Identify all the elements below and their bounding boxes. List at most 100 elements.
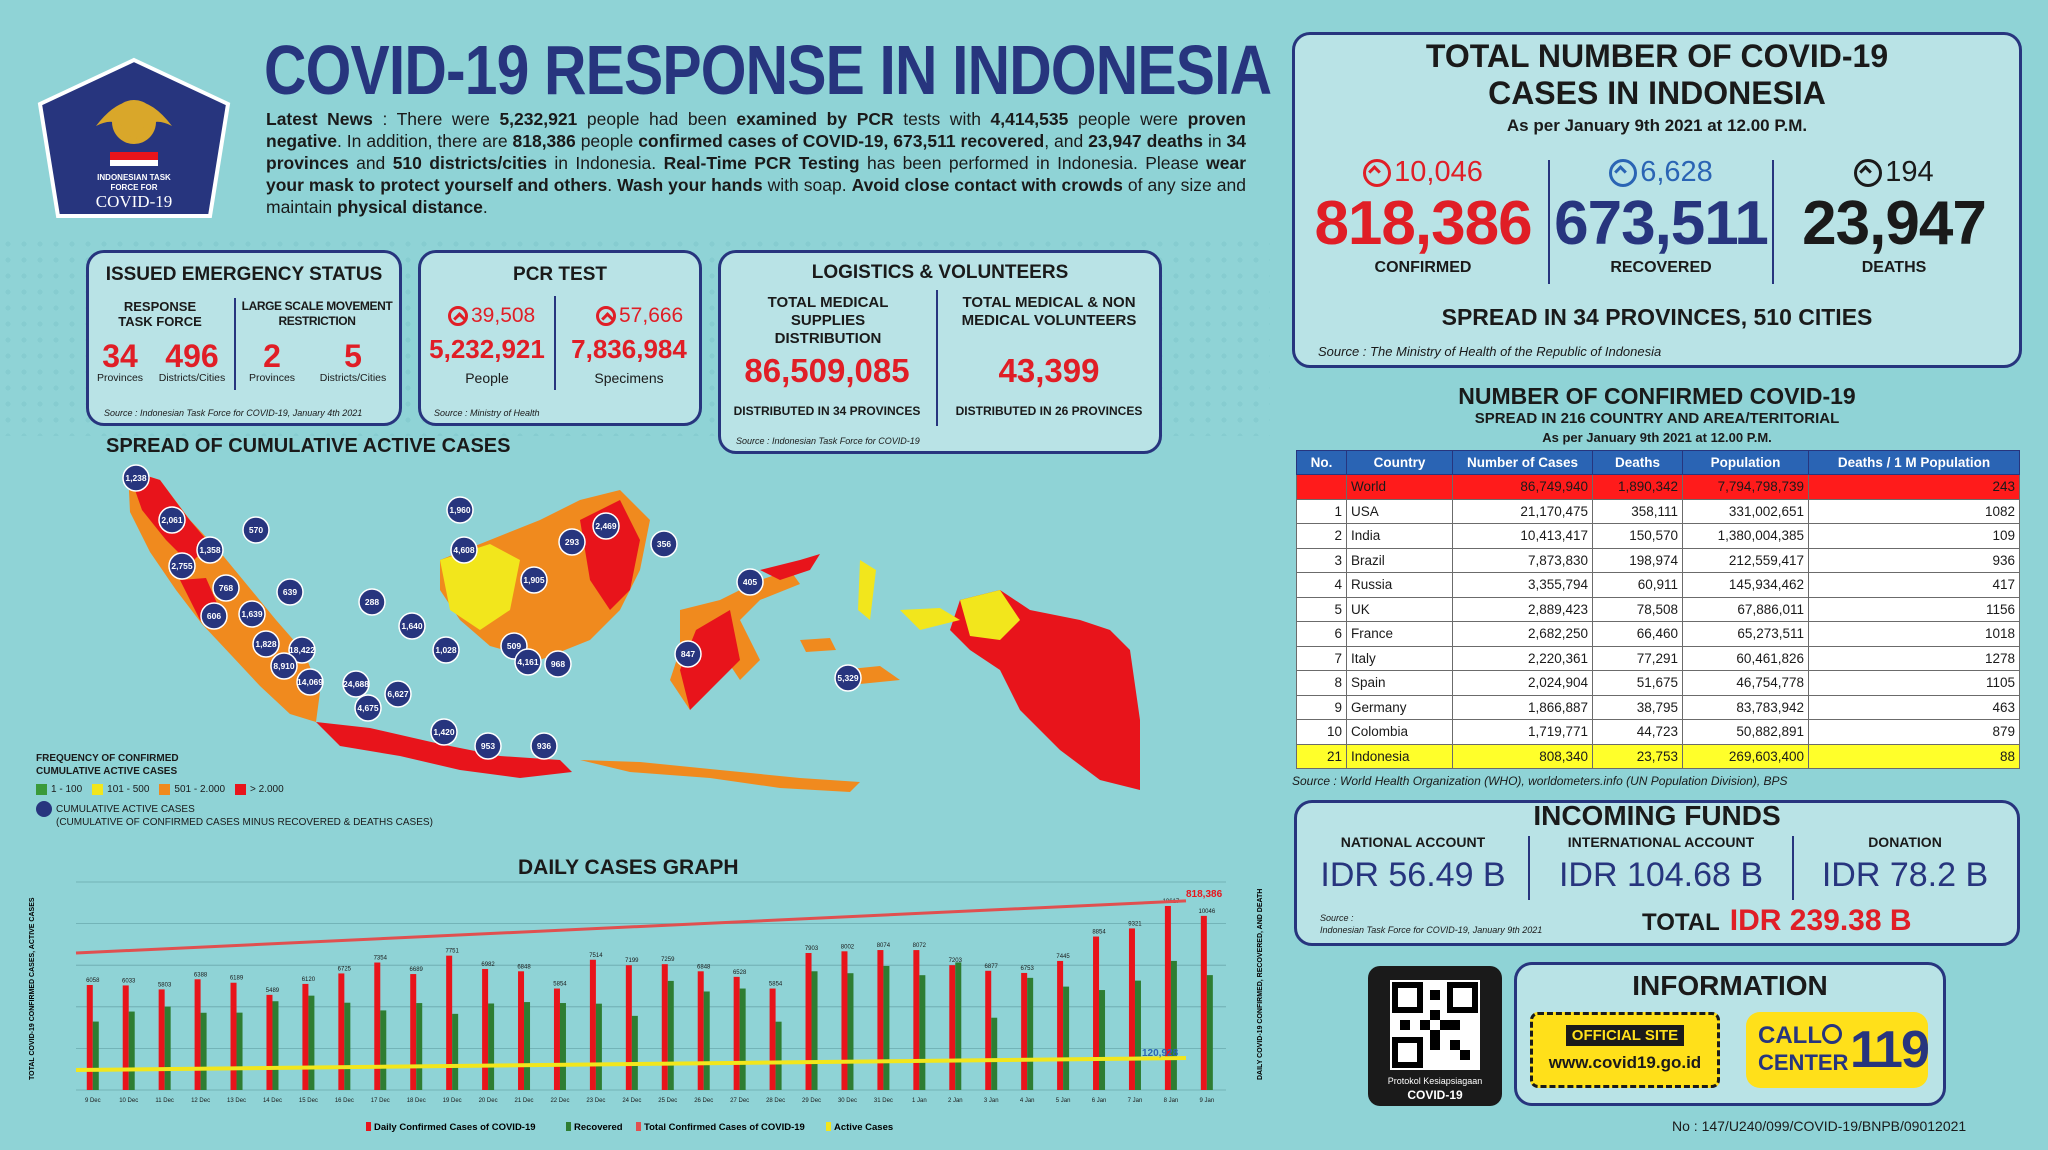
deaths-stat: 194 23,947 DEATHS	[1774, 156, 2014, 277]
qr-code-card[interactable]: Protokol Kesiapsiagaan COVID-19	[1368, 966, 1502, 1106]
confirmed-bar	[985, 970, 992, 1090]
table-cell: 1,380,004,385	[1682, 523, 1809, 549]
table-row: 6 France 2,682,250 66,460 65,273,511 1018	[1296, 621, 2020, 647]
x-tick-label: 25 Dec	[658, 1098, 677, 1104]
confirmed-bar	[1164, 905, 1171, 1090]
confirmed-bar	[877, 950, 884, 1090]
table-cell: 145,934,462	[1682, 572, 1809, 598]
case-bubble	[252, 630, 280, 658]
legend-swatch	[366, 1122, 371, 1131]
logistics-source: Source : Indonesian Task Force for COVID…	[736, 436, 920, 446]
table-cell: 5	[1296, 596, 1347, 622]
confirmed-bar	[518, 971, 525, 1090]
legend-label: Active Cases	[834, 1122, 893, 1133]
news-text: with soap.	[762, 175, 852, 195]
legend-title-1: FREQUENCY OF CONFIRMED	[36, 753, 179, 764]
confirmed-delta: 10,046	[1300, 156, 1546, 189]
case-bubble	[242, 516, 270, 544]
bar-value-label: 8002	[841, 944, 855, 950]
x-tick-label: 31 Dec	[874, 1098, 893, 1104]
document-number: No : 147/U240/099/COVID-19/BNPB/09012021	[1672, 1118, 1967, 1134]
x-tick-label: 6 Jan	[1092, 1098, 1107, 1104]
table-cell: 463	[1808, 694, 2020, 720]
donation-value: IDR 78.2 B	[1821, 856, 1989, 894]
totals-title-line: TOTAL NUMBER OF COVID-19	[1425, 38, 1889, 74]
confirmed-stat: 10,046 818,386 CONFIRMED	[1300, 156, 1546, 277]
case-bubble	[384, 680, 412, 708]
table-header-row: No. Country Number of Cases Deaths Popul…	[1296, 450, 2020, 475]
confirmed-bar	[446, 955, 453, 1090]
table-cell: 331,002,651	[1682, 498, 1809, 524]
call-number: 119	[1850, 1021, 1930, 1079]
recovered-bar	[631, 1015, 638, 1090]
bubble-label: 4,675	[357, 703, 379, 713]
column-header: Number of Cases	[1452, 450, 1593, 475]
active-cases-line	[75, 1056, 1187, 1072]
phone-icon	[1822, 1024, 1842, 1044]
confirmed-bar	[697, 971, 704, 1090]
bar-value-label: 7354	[374, 956, 388, 962]
x-tick-label: 22 Dec	[550, 1098, 569, 1104]
news-text: , and	[1044, 131, 1089, 151]
recovered-label: RECOVERED	[1610, 259, 1712, 276]
table-cell: 808,340	[1452, 743, 1593, 769]
recovered-bar	[739, 988, 746, 1090]
news-text: people	[575, 131, 639, 151]
table-cell: World	[1346, 474, 1453, 500]
recovered-bar	[919, 975, 926, 1090]
bubble-label: 2,755	[171, 561, 193, 571]
bar-value-label: 6528	[733, 970, 747, 976]
confirmed-bar	[230, 982, 237, 1090]
total-confirmed-line	[75, 899, 1187, 955]
official-site-link[interactable]: OFFICIAL SITE www.covid19.go.id	[1530, 1012, 1720, 1088]
case-bubble	[196, 536, 224, 564]
bar-value-label: 7259	[661, 957, 675, 963]
logo-text-1: INDONESIAN TASK	[97, 173, 171, 182]
table-row: 9 Germany 1,866,887 38,795 83,783,942 463	[1296, 694, 2020, 720]
x-tick-label: 20 Dec	[479, 1098, 498, 1104]
case-bubble	[544, 650, 572, 678]
delta-value: 194	[1885, 156, 1934, 188]
divider	[234, 298, 236, 390]
confirmed-bar	[913, 950, 920, 1090]
totals-date: As per January 9th 2021 at 12.00 P.M.	[1506, 116, 1808, 135]
x-tick-label: 26 Dec	[694, 1098, 713, 1104]
recovered-bar	[92, 1021, 99, 1090]
column-header: No.	[1296, 450, 1347, 475]
table-cell: 2,889,423	[1452, 596, 1593, 622]
table-cell: Brazil	[1346, 547, 1453, 573]
call-center-button[interactable]: CALL CENTER 119	[1746, 1012, 1930, 1088]
table-cell: 60,911	[1592, 572, 1683, 598]
table-cell: USA	[1346, 498, 1453, 524]
column-header: Deaths / 1 M Population	[1808, 450, 2020, 475]
delta-value: 6,628	[1640, 156, 1713, 188]
recovered-bar	[1063, 986, 1070, 1090]
daily-cases-chart: 6058 9 Dec 6033 10 Dec 5803 11 Dec 6388 12 Dec 6…	[29, 881, 1264, 1133]
case-bubble	[158, 506, 186, 534]
news-label: Latest News	[266, 109, 373, 129]
news-text: 818,386	[512, 131, 576, 151]
total-value: IDR 239.38 B	[1729, 904, 1912, 937]
news-text: Real-Time PCR Testing	[663, 153, 860, 173]
bar-value-label: 8074	[877, 943, 891, 949]
news-text: : There were	[372, 109, 500, 129]
case-bubble	[520, 566, 548, 594]
confirmed-bar	[122, 985, 129, 1090]
news-text: people had been	[577, 109, 737, 129]
confirmed-bar	[1021, 972, 1028, 1090]
table-cell: 7	[1296, 645, 1347, 671]
table-cell: 21	[1296, 743, 1347, 769]
confirmed-value: 818,386	[1314, 189, 1532, 258]
national-value: IDR 56.49 B	[1320, 856, 1506, 894]
chart-title: DAILY CASES GRAPH	[518, 856, 739, 879]
recovered-bar	[703, 991, 710, 1090]
confirmed-bar	[1128, 928, 1135, 1090]
table-cell: 77,291	[1592, 645, 1683, 671]
table-row: 8 Spain 2,024,904 51,675 46,754,778 1105	[1296, 670, 2020, 696]
bubble-label: 1,358	[199, 545, 221, 555]
table-cell: India	[1346, 523, 1453, 549]
table-cell: 50,882,891	[1682, 719, 1809, 745]
news-text: physical distance	[337, 197, 483, 217]
table-cell: Russia	[1346, 572, 1453, 598]
divider	[936, 290, 938, 426]
